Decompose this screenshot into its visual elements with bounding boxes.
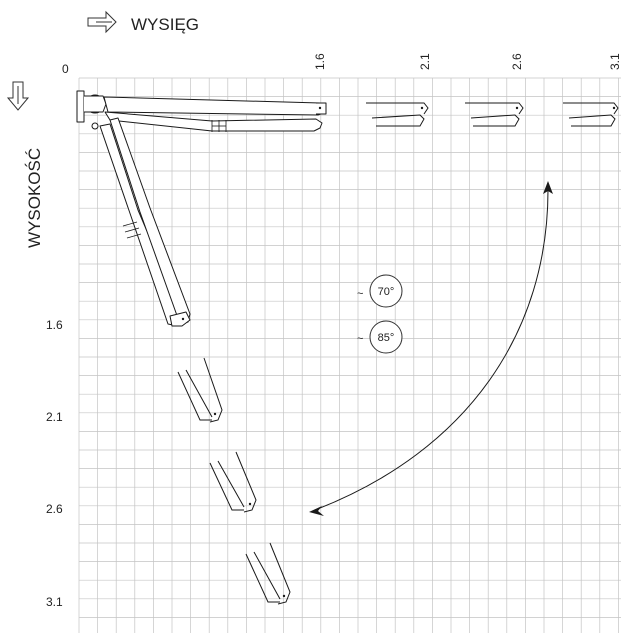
arm-ghost-profile (465, 102, 524, 127)
reach-axis-title: WYSIĘG (131, 15, 199, 34)
grid (78, 77, 621, 633)
reach-tick-label: 2.1 (418, 53, 432, 70)
arm-ghost-profile (366, 102, 429, 127)
angle-callout: ~ 70° (357, 274, 403, 308)
angle-value: 70° (378, 286, 395, 298)
arm-ghost-profile (245, 542, 291, 605)
arm-ghost-profile (177, 357, 223, 423)
curved-double-arrow-icon (309, 181, 553, 516)
reach-tick-label: 1.6 (313, 53, 327, 70)
height-arrow-icon (6, 81, 30, 111)
height-axis-title: WYSOKOŚĆ (25, 148, 44, 248)
angle-value: 85° (378, 332, 395, 344)
angle-callout: ~ 85° (357, 320, 403, 354)
arm-vertical (99, 117, 191, 327)
arm-horizontal (103, 96, 327, 132)
height-tick-label: 2.1 (46, 410, 63, 424)
arm-ghost-profile (563, 102, 619, 127)
height-tick-label: 2.6 (46, 502, 63, 516)
origin-label: 0 (62, 62, 69, 76)
angle-prefix: ~ (357, 333, 363, 345)
reach-tick-label: 2.6 (510, 53, 524, 70)
wall-bracket (76, 90, 107, 130)
height-tick-label: 1.6 (46, 318, 63, 332)
reach-tick-label: 3.1 (608, 53, 621, 70)
angle-prefix: ~ (357, 288, 363, 300)
arm-ghost-profile (209, 451, 257, 513)
height-tick-label: 3.1 (46, 595, 63, 609)
reach-arrow-icon (87, 10, 117, 34)
